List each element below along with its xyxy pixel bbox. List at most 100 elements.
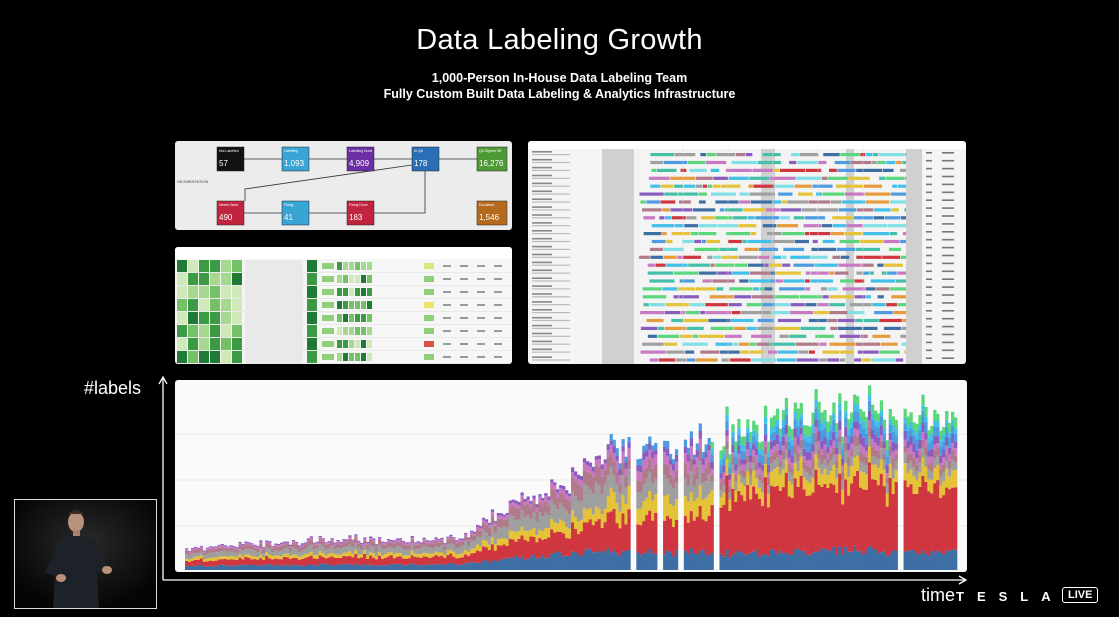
growth-bar-segment: [419, 542, 423, 544]
growth-bar-segment: [573, 481, 578, 497]
timeline-task-segment: [649, 303, 666, 307]
growth-bar-segment: [734, 501, 738, 553]
growth-bar-segment: [600, 464, 604, 470]
growth-bar-segment: [591, 552, 596, 570]
growth-bar-segment: [654, 512, 658, 554]
growth-bar-segment: [847, 429, 851, 435]
growth-bar-segment: [778, 440, 783, 450]
growth-bar-segment: [826, 446, 830, 454]
timeline-task-segment: [808, 318, 827, 323]
growth-bar-segment: [345, 546, 349, 553]
growth-bar-segment: [867, 426, 872, 437]
growth-bar-segment: [864, 474, 869, 490]
growth-bar-segment: [867, 420, 872, 427]
growth-bar-segment: [562, 521, 566, 534]
quality-bar: [367, 353, 372, 361]
growth-bar-segment: [891, 458, 895, 469]
timeline-task-segment: [840, 255, 850, 259]
growth-bar-segment: [214, 557, 218, 561]
growth-bar-segment: [229, 565, 233, 570]
timeline-task-segment: [679, 200, 691, 204]
growth-bar-segment: [817, 468, 821, 485]
growth-bar-segment: [268, 564, 272, 570]
growth-bar-segment: [547, 515, 551, 529]
growth-bar-segment: [247, 545, 251, 550]
growth-bar-segment: [930, 440, 934, 449]
timeline-task-segment: [650, 153, 674, 157]
growth-bar-segment: [597, 466, 601, 486]
timeline-task-segment: [887, 271, 897, 275]
growth-bar-segment: [398, 546, 403, 554]
timeline-task-segment: [739, 192, 750, 196]
growth-bar-segment: [674, 461, 679, 471]
growth-bar-segment: [446, 539, 450, 545]
timeline-task-segment: [859, 239, 883, 244]
growth-bar-segment: [856, 551, 860, 570]
growth-bar-segment: [202, 558, 207, 562]
growth-bar-segment: [547, 496, 551, 501]
growth-bar-segment: [698, 430, 702, 439]
growth-bar-segment: [253, 556, 257, 560]
timeline-task-segment: [671, 232, 691, 236]
growth-bar-segment: [199, 548, 204, 552]
growth-bar-segment: [924, 447, 928, 456]
timeline-task-segment: [715, 342, 732, 346]
growth-bar-segment: [769, 417, 774, 428]
growth-bar-segment: [639, 492, 643, 509]
growth-bar-segment: [832, 413, 836, 421]
growth-bar-segment: [354, 554, 358, 564]
growth-bar-segment: [722, 492, 726, 505]
growth-bar-segment: [701, 499, 705, 520]
growth-bar-segment: [612, 439, 616, 446]
growth-bar-segment: [366, 541, 370, 544]
growth-bar-segment: [939, 455, 943, 464]
growth-bar-segment: [226, 565, 230, 570]
growth-bar-segment: [523, 505, 527, 518]
timeline-task-segment: [692, 208, 716, 212]
growth-bar-segment: [187, 553, 192, 556]
growth-bar-segment: [431, 556, 435, 565]
growth-bar-segment: [820, 440, 824, 450]
growth-bar-segment: [918, 448, 922, 455]
growth-bar-segment: [674, 454, 679, 462]
timeline-task-segment: [715, 216, 732, 220]
growth-bar-segment: [268, 558, 272, 565]
growth-bar-segment: [416, 564, 420, 570]
growth-bar-segment: [291, 542, 296, 548]
timeline-task-segment: [712, 279, 735, 283]
growth-bar-segment: [190, 548, 195, 551]
growth-bar-segment: [692, 474, 697, 487]
timeline-task-segment: [695, 184, 703, 188]
growth-bar-segment: [683, 515, 688, 551]
timeline-row-value: [926, 278, 932, 280]
growth-bar-segment: [683, 463, 688, 479]
growth-bar-segment: [864, 456, 869, 466]
growth-bar-segment: [888, 477, 892, 555]
growth-bar-segment: [467, 545, 471, 553]
growth-bar-segment: [876, 468, 881, 486]
growth-bar-segment: [642, 521, 646, 553]
timeline-task-segment: [771, 311, 790, 315]
quality-bar: [361, 314, 366, 322]
growth-bar-segment: [787, 449, 792, 458]
growth-bar-segment: [698, 550, 702, 570]
growth-bar-segment: [639, 466, 643, 473]
timeline-task-segment: [886, 176, 904, 180]
growth-bar-segment: [737, 459, 741, 467]
growth-bar-segment: [784, 472, 789, 553]
growth-bar-segment: [464, 536, 468, 542]
growth-bar-segment: [386, 565, 391, 570]
quality-bar: [355, 314, 360, 322]
growth-bar-segment: [202, 561, 207, 567]
growth-bar-segment: [731, 473, 735, 489]
growth-bar-segment: [193, 553, 198, 557]
